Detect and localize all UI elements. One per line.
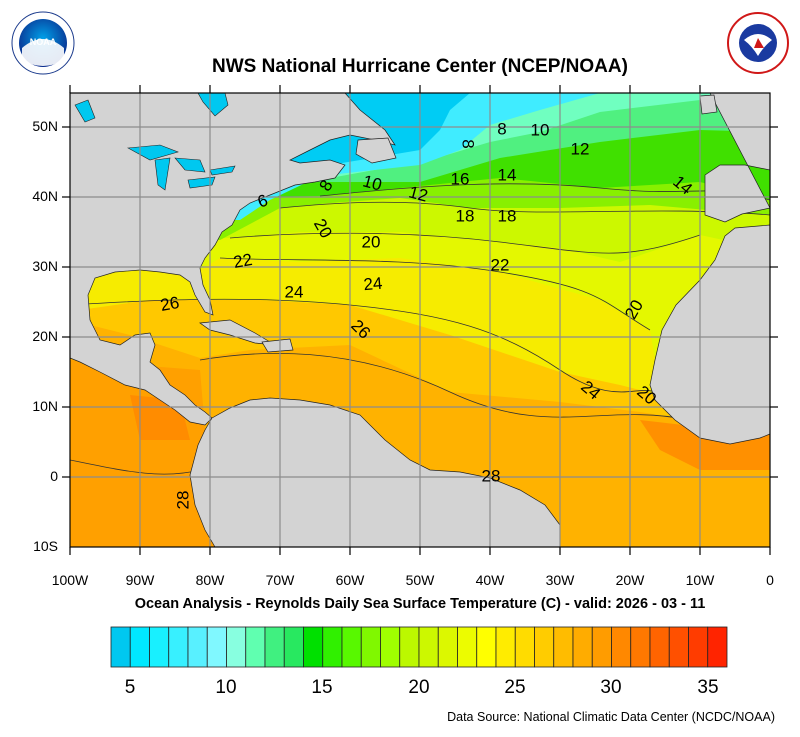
y-tick-label: 0 [50, 468, 58, 484]
map-subtitle: Ocean Analysis - Reynolds Daily Sea Surf… [134, 596, 706, 612]
colorbar-swatch [322, 626, 343, 668]
colorbar-swatch [688, 626, 709, 668]
x-tick-label: 30W [545, 572, 575, 588]
contour-label: 20 [362, 232, 381, 251]
africa [649, 224, 770, 445]
colorbar-swatch [226, 626, 247, 668]
colorbar-swatch [303, 626, 324, 668]
colorbar-swatch [245, 626, 266, 668]
colorbar-swatch [495, 626, 516, 668]
colorbar-swatch [341, 626, 362, 668]
colorbar-swatch [630, 626, 651, 668]
x-tick-label: 60W [335, 572, 365, 588]
noaa-logo-text: NOAA [30, 37, 57, 47]
colorbar-swatch [437, 626, 458, 668]
colorbar-swatch [534, 626, 555, 668]
page-title: NWS National Hurricane Center (NCEP/NOAA… [212, 56, 628, 77]
y-tick-label: 30N [32, 258, 58, 274]
x-tick-label: 70W [265, 572, 295, 588]
y-tick-label: 20N [32, 328, 58, 344]
ireland [699, 94, 718, 115]
colorbar-tick-label: 10 [215, 677, 237, 698]
x-tick-label: 50W [405, 572, 435, 588]
x-tick-label: 10W [685, 572, 715, 588]
europe [704, 93, 770, 223]
colorbar-swatch [457, 626, 478, 668]
colorbar [110, 626, 728, 668]
colorbar-swatch [611, 626, 632, 668]
x-tick-label: 100W [51, 572, 89, 588]
x-tick-label: 80W [195, 572, 225, 588]
x-tick-label: 0 [766, 572, 774, 588]
contour-label: 22 [232, 250, 254, 272]
contour-label: 28 [173, 491, 192, 510]
contour-label: 10 [531, 120, 550, 139]
colorbar-swatch [129, 626, 150, 668]
colorbar-tick-label: 35 [697, 677, 719, 698]
colorbar-swatch [649, 626, 670, 668]
colorbar-swatch [110, 626, 131, 668]
colorbar-swatch [149, 626, 170, 668]
colorbar-swatch [572, 626, 593, 668]
colorbar-swatch [707, 626, 728, 668]
colorbar-swatch [476, 626, 497, 668]
y-tick-label: 50N [32, 118, 58, 134]
newfoundland [355, 137, 397, 164]
colorbar-swatch [264, 626, 285, 668]
x-tick-label: 40W [475, 572, 505, 588]
colorbar-swatch [399, 626, 420, 668]
colorbar-tick-label: 5 [124, 677, 136, 698]
contour-label: 18 [456, 206, 475, 225]
contour-label: 16 [451, 169, 470, 188]
colorbar-swatch [553, 626, 574, 668]
contour-label: 8 [497, 119, 506, 138]
hispaniola [261, 338, 294, 353]
colorbar-swatch [591, 626, 612, 668]
colorbar-swatch [360, 626, 381, 668]
axis-ticks [62, 85, 778, 555]
contour-label: 28 [482, 466, 501, 485]
colorbar-swatch [418, 626, 439, 668]
colorbar-tick-label: 20 [408, 677, 430, 698]
y-tick-label: 10N [32, 398, 58, 414]
nws-logo [727, 12, 789, 74]
contour-label: 12 [571, 139, 590, 158]
contour-label: 18 [498, 206, 517, 225]
x-tick-label: 20W [615, 572, 645, 588]
contour-label: 24 [363, 274, 384, 295]
colorbar-tick-label: 25 [504, 677, 526, 698]
colorbar-swatch [168, 626, 189, 668]
x-tick-label: 90W [125, 572, 155, 588]
contour-label: 14 [498, 165, 517, 184]
contour-label: 24 [285, 282, 304, 301]
y-tick-label: 10S [33, 538, 58, 554]
land [70, 93, 770, 547]
sst-map: 6 8 10 12 8 8 10 12 16 14 14 18 18 20 20… [62, 85, 778, 555]
colorbar-swatch [668, 626, 689, 668]
contour-label: 26 [159, 293, 181, 315]
contour-lines [70, 183, 770, 475]
contour-label: 8 [459, 139, 478, 148]
noaa-logo: NOAA [11, 11, 75, 75]
colorbar-tick-label: 15 [311, 677, 333, 698]
data-source: Data Source: National Climatic Data Cent… [447, 710, 775, 724]
colorbar-swatch [380, 626, 401, 668]
y-tick-label: 40N [32, 188, 58, 204]
colorbar-swatch [206, 626, 227, 668]
colorbar-swatch [283, 626, 304, 668]
lakes [74, 92, 236, 191]
graticule [70, 93, 770, 547]
colorbar-tick-label: 30 [600, 677, 622, 698]
colorbar-swatch [514, 626, 535, 668]
contour-label: 22 [491, 255, 510, 274]
contour-label: 12 [407, 182, 430, 205]
contour-label: 10 [361, 171, 384, 194]
colorbar-swatch [187, 626, 208, 668]
